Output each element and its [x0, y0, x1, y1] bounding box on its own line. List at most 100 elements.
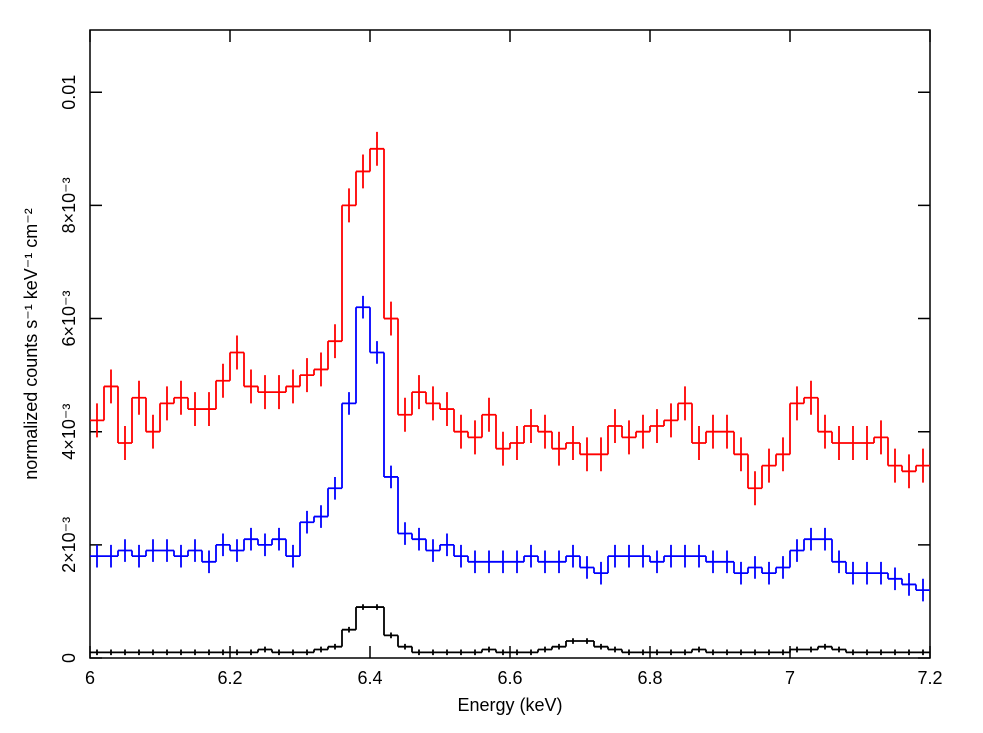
spectrum-bin	[888, 649, 902, 656]
spectrum-bin	[874, 649, 888, 656]
spectrum-bin	[551, 643, 566, 650]
spectrum-bin	[747, 556, 762, 579]
spectrum-bin	[733, 431, 748, 472]
spectrum-bin	[789, 386, 804, 455]
spectrum-bin	[174, 649, 188, 656]
spectrum-bin	[341, 626, 356, 647]
spectrum-bin	[243, 352, 258, 404]
spectrum-bin	[579, 437, 594, 472]
spectrum-bin	[131, 380, 146, 444]
spectrum-bin	[621, 649, 636, 656]
spectrum-bin	[636, 544, 650, 568]
spectrum-bin	[286, 649, 300, 656]
spectrum-bin	[411, 646, 426, 656]
spectrum-bin	[341, 188, 356, 342]
spectrum-bin	[748, 649, 762, 656]
spectrum-bin	[468, 649, 482, 656]
spectrum-bin	[146, 649, 160, 656]
spectrum-bin	[397, 318, 412, 432]
spectrum-bin	[355, 604, 370, 630]
spectrum-bin	[257, 533, 272, 557]
spectrum-bin	[454, 649, 468, 656]
x-axis-label: Energy (keV)	[457, 695, 562, 715]
spectrum-bin	[720, 414, 734, 449]
spectrum-bin	[678, 649, 692, 656]
spectrum-bin	[272, 375, 286, 410]
spectrum-bin	[720, 550, 734, 574]
spectrum-bin	[453, 544, 468, 568]
spectrum-bin	[565, 544, 580, 568]
spectrum-bin	[607, 646, 622, 653]
spectrum-bin	[664, 649, 678, 656]
spectrum-bin	[271, 527, 286, 551]
spectrum-bin	[761, 561, 776, 585]
spectrum-bin	[607, 409, 622, 455]
spectrum-bin	[649, 550, 664, 574]
spectrum-bin	[594, 437, 608, 472]
spectrum-bin	[580, 638, 594, 644]
spectrum-bin	[818, 527, 832, 551]
spectrum-bin	[481, 646, 496, 653]
spectrum-bin	[691, 646, 706, 653]
spectrum-bin	[313, 505, 328, 528]
spectrum-bin	[873, 420, 888, 455]
spectrum-bin	[789, 646, 804, 653]
spectrum-bin	[510, 550, 524, 574]
spectrum-bin	[663, 403, 678, 438]
spectrum-bin	[482, 550, 496, 574]
spectrum-bin	[817, 643, 832, 650]
spectrum-bin	[327, 476, 342, 517]
spectrum-bin	[734, 649, 748, 656]
spectrum-bin	[509, 426, 524, 460]
spectrum-bin	[230, 649, 244, 656]
spectrum-bin	[439, 392, 454, 427]
spectrum-bin	[846, 426, 860, 460]
spectrum-bin	[271, 649, 286, 656]
y-tick-label: 0.01	[59, 75, 79, 110]
spectrum-bin	[285, 369, 300, 404]
spectrum-bin	[874, 561, 888, 585]
spectrum-bin	[285, 539, 300, 568]
spectrum-bin	[229, 335, 244, 381]
spectrum-bin	[523, 409, 538, 444]
spectrum-bin	[355, 154, 370, 206]
spectrum-bin	[691, 403, 706, 460]
spectrum-bin	[425, 539, 440, 562]
spectrum-bin	[201, 550, 216, 574]
spectrum-bin	[383, 607, 398, 639]
spectrum-bin	[300, 649, 314, 656]
spectrum-bin	[579, 556, 594, 579]
spectrum-bin	[188, 649, 202, 656]
spectrum-bin	[621, 420, 636, 455]
y-tick-label: 2×10⁻³	[59, 517, 79, 573]
spectrum-bin	[776, 649, 790, 656]
spectrum-bin	[860, 426, 874, 460]
spectrum-bin	[775, 437, 790, 472]
spectrum-bin	[257, 375, 272, 410]
spectrum-bin	[145, 397, 160, 449]
y-tick-label: 4×10⁻³	[59, 404, 79, 460]
spectrum-bin	[902, 649, 916, 656]
spectrum-bin	[215, 533, 230, 562]
spectrum-bin	[887, 567, 902, 591]
spectrum-bin	[761, 448, 776, 489]
spectrum-bin	[860, 649, 874, 656]
x-tick-label: 6.4	[357, 668, 382, 688]
spectrum-bin	[663, 544, 678, 568]
spectrum-bin	[775, 556, 790, 579]
spectrum-bin	[117, 539, 132, 562]
spectrum-bin	[804, 646, 818, 653]
spectrum-bin	[187, 539, 202, 562]
spectrum-bin	[677, 386, 692, 421]
spectrum-bin	[299, 358, 314, 393]
spectrum-bin	[523, 544, 538, 568]
spectrum-bin	[215, 363, 230, 410]
spectrum-bin	[524, 649, 538, 656]
spectrum-bin	[678, 544, 692, 568]
spectrum-bin	[383, 148, 398, 336]
spectrum-bin	[313, 352, 328, 387]
spectrum-bin	[355, 295, 370, 404]
x-tick-label: 7.2	[917, 668, 942, 688]
spectrum-bin	[327, 643, 342, 650]
spectrum-bin	[341, 392, 356, 489]
